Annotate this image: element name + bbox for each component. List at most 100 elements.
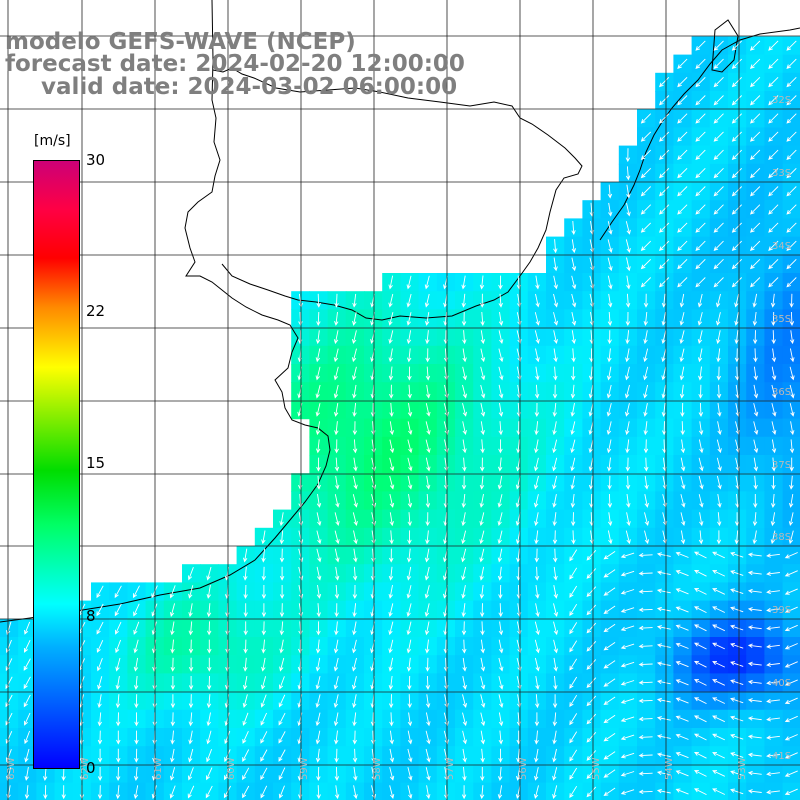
wind-arrow — [712, 588, 725, 595]
wind-arrow — [675, 788, 689, 795]
wind-arrow — [569, 640, 578, 653]
wind-arrow — [644, 530, 650, 545]
wind-arrow — [407, 457, 413, 472]
latitude-label: 37S — [772, 460, 791, 471]
wind-arrow — [680, 494, 686, 508]
wind-arrow — [624, 403, 630, 417]
wind-arrow — [713, 76, 724, 88]
wind-arrow — [677, 204, 688, 215]
wind-arrow — [586, 695, 597, 707]
wind-arrow — [278, 767, 286, 781]
wind-arrow — [425, 639, 430, 654]
wind-arrow — [730, 588, 744, 595]
wind-arrow — [661, 312, 666, 326]
wind-arrow — [407, 767, 413, 781]
wind-arrow — [535, 366, 540, 381]
wind-arrow — [570, 384, 576, 399]
wind-arrow — [730, 661, 744, 667]
wind-arrow — [640, 167, 652, 179]
wind-arrow — [535, 348, 540, 363]
wind-arrow — [406, 603, 412, 617]
wind-arrow — [134, 730, 139, 745]
wind-arrow — [334, 584, 340, 599]
wind-arrow — [43, 785, 48, 800]
wind-arrow — [716, 457, 722, 472]
wind-arrow — [768, 58, 779, 69]
wind-arrow — [388, 275, 394, 290]
wind-arrow — [638, 553, 653, 558]
wind-arrow — [406, 312, 412, 326]
wind-arrow — [656, 606, 671, 612]
wind-arrow — [480, 730, 486, 745]
wind-arrow — [790, 421, 795, 436]
wind-arrow — [351, 657, 357, 672]
wind-arrow — [569, 767, 578, 780]
wind-arrow — [388, 657, 394, 672]
wind-arrow — [535, 676, 540, 690]
wind-arrow — [316, 603, 321, 618]
wind-arrow — [315, 676, 321, 690]
wind-arrow — [569, 585, 578, 598]
wind-arrow — [206, 749, 213, 763]
speed-cell — [728, 782, 747, 800]
wind-arrow — [694, 751, 707, 759]
wind-arrow — [407, 675, 412, 690]
wind-arrow — [407, 530, 412, 545]
wind-arrow — [640, 149, 652, 160]
wind-arrow — [768, 76, 779, 88]
wind-arrow — [334, 312, 339, 326]
wind-arrow — [659, 95, 670, 106]
wind-arrow — [479, 603, 485, 618]
wind-arrow — [731, 76, 743, 88]
wind-arrow — [316, 512, 322, 526]
wind-arrow — [498, 348, 504, 363]
wind-arrow — [695, 258, 706, 270]
wind-arrow — [603, 660, 616, 669]
wind-arrow — [698, 421, 704, 436]
wind-arrow — [170, 676, 176, 691]
wind-arrow — [279, 548, 285, 563]
wind-arrow — [571, 330, 576, 345]
wind-arrow — [553, 639, 558, 654]
wind-arrow — [553, 293, 559, 308]
wind-arrow — [351, 330, 357, 344]
wind-arrow — [625, 475, 631, 490]
wind-arrow — [750, 113, 761, 124]
wind-arrow — [716, 530, 722, 545]
wind-arrow — [712, 569, 725, 577]
wind-arrow — [425, 694, 431, 709]
wind-arrow — [698, 494, 704, 508]
wind-arrow — [694, 679, 707, 686]
wind-arrow — [638, 771, 653, 776]
wind-arrow — [461, 512, 466, 527]
wind-arrow — [552, 748, 557, 763]
wind-arrow — [695, 131, 706, 142]
wind-arrow — [753, 494, 758, 509]
wind-arrow — [515, 457, 521, 472]
wind-arrow — [768, 240, 779, 251]
wind-arrow — [424, 548, 430, 563]
wind-arrow — [734, 512, 740, 527]
wind-arrow — [695, 277, 706, 288]
wind-arrow — [515, 767, 521, 781]
wind-arrow — [625, 530, 631, 545]
wind-arrow — [713, 167, 724, 179]
speed-cell — [782, 400, 800, 420]
wind-arrow — [638, 680, 653, 685]
wind-arrow — [371, 730, 376, 745]
longitude-label: 62W — [80, 757, 91, 780]
wind-arrow — [278, 694, 286, 708]
wind-arrow — [569, 549, 578, 562]
wind-arrow — [242, 749, 250, 762]
wind-arrow — [656, 679, 671, 685]
wind-arrow — [425, 421, 431, 435]
wind-arrow — [352, 712, 357, 727]
wind-arrow — [659, 204, 670, 215]
wind-arrow — [424, 293, 430, 308]
wind-arrow — [606, 384, 612, 399]
wind-arrow — [334, 730, 339, 745]
wind-arrow — [588, 457, 594, 472]
wind-arrow — [713, 113, 724, 124]
wind-arrow — [694, 588, 707, 595]
